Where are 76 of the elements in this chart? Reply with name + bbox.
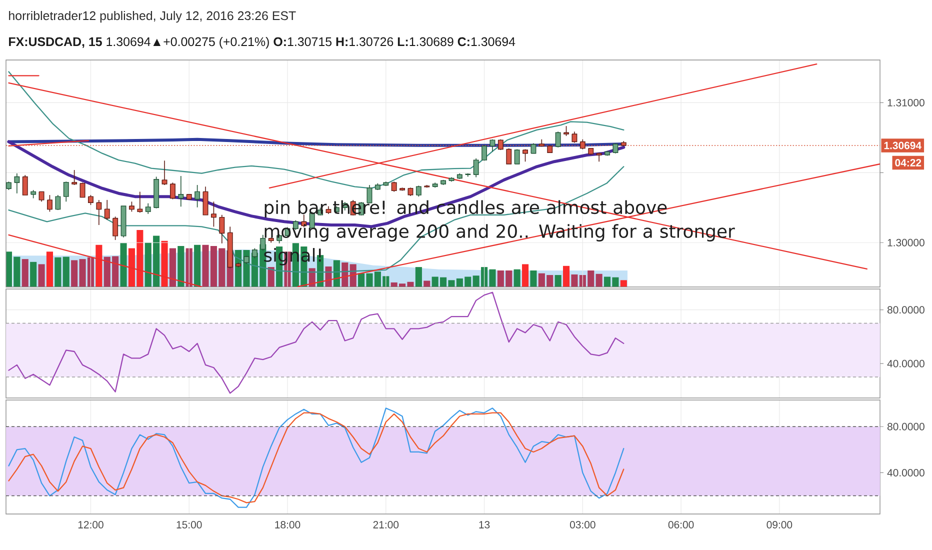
text: 04:22 — [895, 159, 922, 166]
chart-title: horribletrader12 published, July 12, 2016 23:26 EST — [9, 10, 296, 23]
bar — [554, 275, 562, 287]
x-tick-label: 21:00 — [373, 521, 399, 528]
candlestick — [55, 194, 61, 210]
bar — [54, 257, 62, 287]
bar — [22, 259, 28, 287]
candlestick — [178, 176, 184, 208]
bar — [120, 243, 127, 287]
x-tick-label: 12:00 — [78, 521, 104, 528]
candlestick — [80, 182, 86, 198]
candlestick — [572, 131, 578, 144]
bar — [424, 280, 430, 287]
candlestick — [112, 216, 118, 240]
candlestick — [530, 142, 536, 154]
bar — [161, 240, 168, 287]
text: FX:USDCAD, 15 1.30694▲+0.00275 (+0.21%) O:1.30715 H:1.30726 L:1.30689 C:1.30694 — [9, 36, 516, 49]
candlestick — [22, 174, 28, 196]
bar — [596, 274, 602, 287]
candlestick — [202, 186, 208, 216]
bar — [571, 274, 578, 287]
candlestick — [514, 148, 520, 164]
bar — [62, 256, 70, 287]
bar — [46, 252, 54, 287]
candlestick — [490, 138, 496, 152]
candlestick — [219, 214, 225, 244]
bar — [169, 248, 176, 287]
x-tick-label: 06:00 — [668, 521, 694, 528]
candlestick — [14, 172, 20, 194]
bar — [562, 266, 570, 287]
bar — [194, 244, 201, 287]
bar — [96, 244, 102, 287]
candlestick — [506, 148, 512, 164]
candlestick — [596, 152, 602, 162]
candlestick — [137, 191, 143, 214]
candlestick — [96, 200, 102, 226]
candlestick — [170, 182, 176, 200]
candlestick — [391, 181, 397, 192]
y-tick-label: 80.0000 — [887, 422, 924, 430]
bar — [30, 262, 37, 287]
x-tick-label: 03:00 — [570, 521, 596, 528]
candlestick — [88, 194, 94, 206]
candlestick — [194, 184, 200, 208]
y-tick-label: 80.0000 — [887, 306, 924, 314]
bar — [514, 269, 520, 287]
y-tick-label: 40.0000 — [887, 360, 924, 368]
bar — [620, 280, 627, 287]
candlestick — [482, 144, 487, 162]
bar — [38, 264, 45, 287]
ref-line-label: 1.30694 — [884, 142, 922, 150]
bar — [178, 246, 184, 287]
candlestick — [104, 200, 110, 220]
candlestick — [162, 160, 168, 186]
candlestick — [38, 191, 44, 202]
candlestick — [145, 202, 151, 214]
candlestick — [47, 194, 52, 212]
candlestick — [555, 131, 561, 148]
bar — [268, 267, 274, 287]
bar — [530, 270, 537, 287]
bar — [522, 264, 529, 287]
bar — [415, 267, 422, 287]
candlestick — [210, 201, 216, 228]
candlestick — [473, 158, 479, 178]
x-tick-label: 15:00 — [176, 521, 202, 528]
candlestick — [416, 185, 422, 197]
y-tick-label: 40.0000 — [887, 469, 924, 476]
candlestick — [128, 201, 134, 212]
x-tick-label: 09:00 — [766, 521, 792, 528]
y-tick-label: 1.31000 — [888, 98, 924, 106]
candlestick — [564, 126, 569, 136]
candlestick — [63, 181, 69, 202]
y-tick-label: 1.30000 — [888, 238, 924, 246]
x-tick-label: 13 — [479, 521, 490, 528]
x-tick-label: 18:00 — [275, 521, 300, 528]
candlestick — [522, 148, 528, 162]
candlestick — [72, 170, 78, 186]
